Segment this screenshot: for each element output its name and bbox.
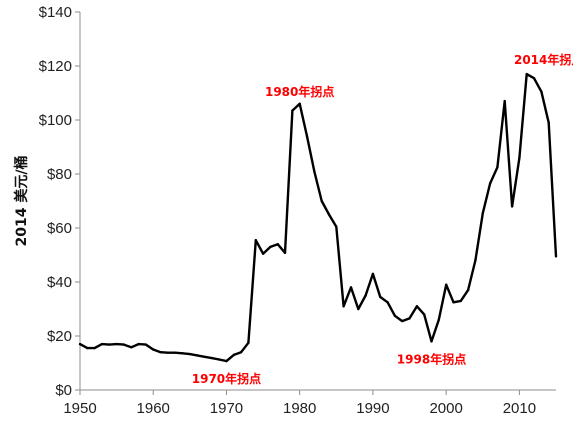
data-point <box>144 343 148 346</box>
data-point <box>78 342 82 346</box>
data-point <box>327 213 331 216</box>
data-point <box>445 283 448 286</box>
data-point <box>181 352 184 355</box>
data-point <box>196 354 199 357</box>
data-point <box>415 305 419 308</box>
data-point <box>554 255 558 258</box>
data-point <box>518 156 521 159</box>
data-point <box>261 252 265 255</box>
data-point <box>423 313 426 316</box>
y-tick-label: $20 <box>47 328 72 345</box>
y-tick-label: $0 <box>55 382 72 399</box>
data-point <box>210 356 213 360</box>
data-point <box>203 355 206 358</box>
data-point <box>122 343 126 346</box>
data-point <box>291 109 294 112</box>
data-point <box>313 170 316 173</box>
data-point <box>401 319 404 323</box>
data-point <box>474 259 477 262</box>
data-point <box>371 272 375 276</box>
data-point <box>283 251 287 254</box>
data-point <box>503 99 506 103</box>
data-point <box>357 307 360 311</box>
data-point <box>108 343 111 346</box>
data-point <box>225 359 228 363</box>
data-point <box>93 346 96 350</box>
data-point <box>115 342 118 346</box>
y-axis: $0 $20 $40 $60 $80 $100 $120 $140 <box>39 4 81 399</box>
y-tick-label: $80 <box>47 166 72 183</box>
data-point <box>459 299 462 303</box>
data-point <box>430 340 433 343</box>
data-point <box>452 301 455 304</box>
data-point <box>466 288 470 292</box>
y-tick-label: $60 <box>47 220 72 237</box>
x-tick-label: 2000 <box>429 400 462 417</box>
y-tick-label: $40 <box>47 274 72 291</box>
annotation-label: 1998年拐点 <box>397 351 466 366</box>
data-point <box>276 243 279 246</box>
x-tick-label: 1990 <box>356 400 389 417</box>
series-layer <box>78 72 558 363</box>
data-point <box>166 351 170 354</box>
y-tick-label: $140 <box>39 4 72 21</box>
data-point <box>174 351 177 354</box>
data-point <box>269 245 272 249</box>
data-point <box>86 346 89 350</box>
data-point <box>525 72 528 76</box>
data-point <box>342 305 345 308</box>
data-point <box>547 121 550 124</box>
data-point <box>349 286 353 289</box>
data-point <box>408 317 411 320</box>
x-tick-label: 2010 <box>503 400 536 417</box>
x-tick-label: 1960 <box>137 400 170 417</box>
data-point <box>488 182 492 185</box>
annotation-label: 1970年拐点 <box>192 371 261 386</box>
data-point <box>159 351 162 354</box>
x-axis: 1950 1960 1970 1980 1990 2000 2010 <box>63 389 556 417</box>
data-point <box>137 342 140 346</box>
data-point <box>247 341 250 344</box>
data-point <box>239 351 243 354</box>
annotation-label: 2014年拐点 <box>514 52 573 67</box>
y-tick-label: $120 <box>39 58 72 75</box>
data-point <box>100 342 104 346</box>
data-point <box>379 295 382 299</box>
data-point <box>305 135 309 138</box>
data-point <box>540 90 543 93</box>
data-point <box>217 358 221 361</box>
data-point <box>152 348 155 351</box>
annotation-layer: 1970年拐点 1980年拐点 1998年拐点 2014年拐点 <box>192 52 573 386</box>
data-point <box>510 205 514 208</box>
data-point <box>437 318 440 321</box>
x-tick-label: 1970 <box>210 400 243 417</box>
series-line <box>79 72 558 363</box>
data-point <box>320 199 323 203</box>
data-point <box>532 77 536 80</box>
data-point <box>481 212 484 215</box>
data-point <box>364 294 367 297</box>
data-point <box>335 225 338 228</box>
data-point <box>386 301 389 304</box>
data-point <box>393 314 397 317</box>
data-point <box>188 352 191 356</box>
annotation-label: 1980年拐点 <box>265 84 334 99</box>
data-point <box>298 102 301 106</box>
data-point <box>254 239 257 242</box>
data-point <box>130 346 133 349</box>
x-tick-label: 1980 <box>283 400 316 417</box>
y-tick-label: $100 <box>39 112 72 129</box>
data-point <box>232 353 235 357</box>
x-tick-label: 1950 <box>63 400 96 417</box>
data-point <box>496 166 499 169</box>
y-axis-label: 2014 美元/桶 <box>13 156 30 247</box>
